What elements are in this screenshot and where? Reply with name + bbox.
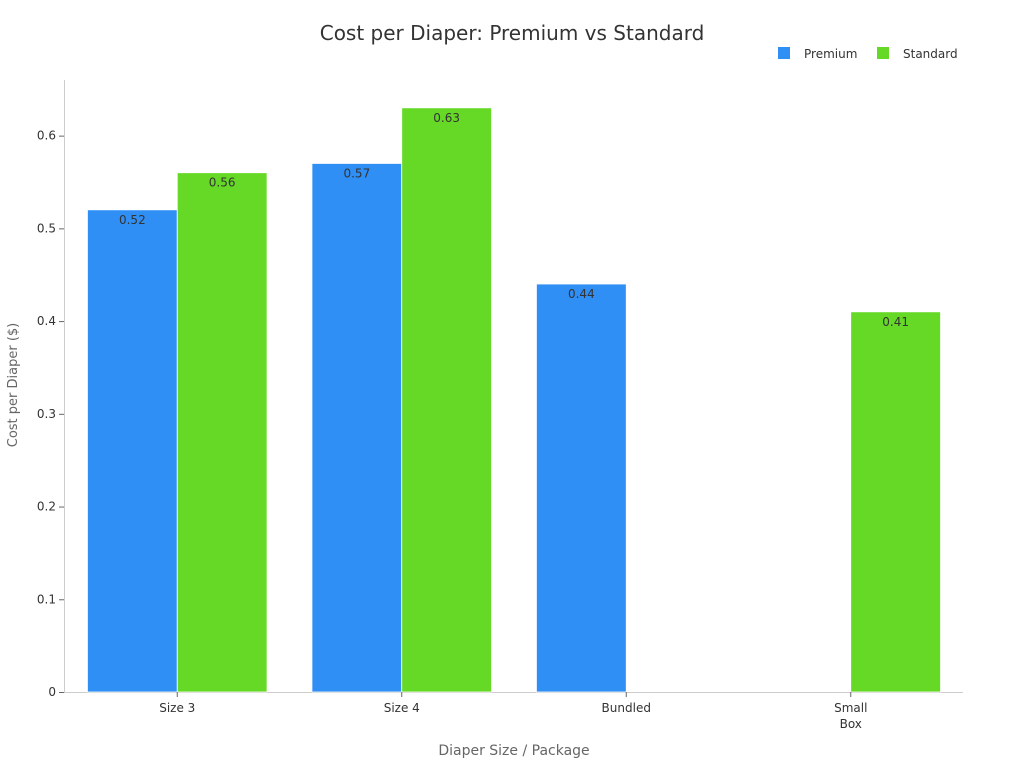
bar-value-label: 0.44 <box>568 287 595 301</box>
x-tick-label: Bundled <box>602 701 651 715</box>
y-tick-label: 0.5 <box>37 221 56 235</box>
y-tick-label: 0.1 <box>37 592 56 606</box>
bar-value-label: 0.57 <box>343 166 370 180</box>
y-axis-ticks: 0 0.1 0.2 0.3 0.4 0.5 0.6 <box>37 129 64 699</box>
bar-premium-1[interactable] <box>311 163 403 693</box>
bar-value-label: 0.56 <box>209 176 236 190</box>
bar-standard-0[interactable] <box>176 172 268 693</box>
legend-swatch-premium <box>778 47 790 59</box>
y-tick-label: 0.3 <box>37 407 56 421</box>
bar-premium-0[interactable] <box>87 209 178 693</box>
y-tick-label: 0 <box>48 685 56 699</box>
x-axis-title: Diaper Size / Package <box>438 743 589 759</box>
x-tick-label: Size 4 <box>384 701 420 715</box>
chart-title: Cost per Diaper: Premium vs Standard <box>320 21 705 45</box>
bar-value-label: 0.63 <box>433 111 460 125</box>
x-tick-label: Small Box <box>834 701 867 731</box>
bar-standard-3[interactable] <box>850 311 941 693</box>
y-tick-label: 0.4 <box>37 314 56 328</box>
y-tick-label: 0.6 <box>37 129 56 143</box>
x-axis-ticks: Size 3 Size 4 Bundled Small Box <box>159 692 867 731</box>
bar-standard-1[interactable] <box>401 107 492 693</box>
x-tick-label: Size 3 <box>159 701 195 715</box>
legend-label-premium: Premium <box>804 47 857 61</box>
y-axis-title: Cost per Diaper ($) <box>6 323 21 448</box>
bar-premium-2[interactable] <box>536 283 627 693</box>
bar-value-label: 0.52 <box>119 213 146 227</box>
y-tick-label: 0.2 <box>37 500 56 514</box>
bar-value-label: 0.41 <box>882 315 909 329</box>
legend-swatch-standard <box>877 47 889 59</box>
legend-label-standard: Standard <box>903 47 958 61</box>
legend: Premium Standard <box>778 47 958 61</box>
bars-group: 0.52 0.57 0.44 0.56 0.63 0.41 <box>87 107 941 693</box>
